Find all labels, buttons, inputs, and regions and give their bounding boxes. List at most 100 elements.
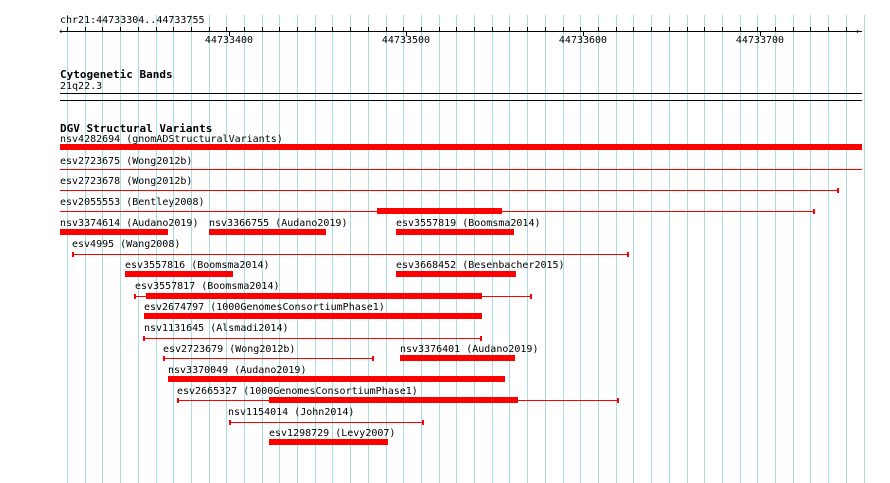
feature-end-cap (617, 398, 619, 403)
ruler-minor-tick (633, 27, 634, 31)
ruler-minor-tick (775, 27, 776, 31)
feature-label[interactable]: esv2723679 (Wong2012b) (163, 344, 296, 355)
feature-label[interactable]: nsv1131645 (Alsmadi2014) (144, 323, 289, 334)
feature-end-cap (143, 336, 145, 341)
track-title-cytoband[interactable]: Cytogenetic Bands (60, 68, 173, 81)
feature-label[interactable]: nsv3376401 (Audano2019) (400, 344, 539, 355)
feature-block[interactable] (144, 313, 482, 319)
feature-label[interactable]: esv2674797 (1000GenomesConsortiumPhase1) (144, 302, 385, 313)
ruler-minor-tick (85, 27, 86, 31)
feature-span[interactable] (73, 254, 628, 255)
grid-line (386, 15, 387, 483)
grid-line (793, 15, 794, 483)
ruler-minor-tick (580, 27, 581, 31)
feature-end-cap (177, 398, 179, 403)
grid-line (67, 15, 68, 483)
feature-block[interactable] (400, 355, 515, 361)
grid-line (297, 15, 298, 483)
feature-label[interactable]: nsv4282694 (gnomADStructuralVariants) (60, 134, 283, 145)
feature-label[interactable]: esv1298729 (Levy2007) (269, 428, 396, 439)
ruler-tick-label: 44733500 (381, 35, 431, 46)
feature-block[interactable] (377, 208, 502, 214)
feature-block[interactable] (168, 376, 505, 382)
grid-line (704, 15, 705, 483)
feature-block[interactable] (209, 229, 326, 235)
ruler-minor-tick (545, 27, 546, 31)
grid-line (262, 15, 263, 483)
feature-span[interactable] (144, 338, 481, 339)
feature-block[interactable] (125, 271, 233, 277)
grid-line (332, 15, 333, 483)
grid-line (580, 15, 581, 483)
grid-line (85, 15, 86, 483)
feature-end-cap (627, 252, 629, 257)
grid-line (669, 15, 670, 483)
grid-line (545, 15, 546, 483)
feature-label[interactable]: nsv3374614 (Audano2019) (60, 218, 199, 229)
arrow-right-icon[interactable]: › (855, 27, 861, 37)
ruler-minor-tick (209, 27, 210, 31)
feature-label[interactable]: esv2665327 (1000GenomesConsortiumPhase1) (177, 386, 418, 397)
grid-line (403, 15, 404, 483)
feature-label[interactable]: esv4995 (Wang2008) (72, 239, 181, 250)
ruler-minor-tick (332, 27, 333, 31)
grid-line (368, 15, 369, 483)
feature-label[interactable]: esv2723678 (Wong2012b) (60, 176, 193, 187)
feature-span[interactable] (164, 358, 373, 359)
ruler-minor-tick (315, 27, 316, 31)
grid-line (828, 15, 829, 483)
ruler-minor-tick (386, 27, 387, 31)
feature-label[interactable]: esv3557816 (Boomsma2014) (125, 260, 270, 271)
feature-label[interactable]: esv2723675 (Wong2012b) (60, 156, 193, 167)
grid-line (740, 15, 741, 483)
ruler-minor-tick (492, 27, 493, 31)
arrow-left-icon[interactable]: ‹ (58, 27, 64, 37)
feature-label[interactable]: nsv3370049 (Audano2019) (168, 365, 307, 376)
feature-label[interactable]: nsv1154014 (John2014) (228, 407, 355, 418)
ruler-minor-tick (793, 27, 794, 31)
grid-line (439, 15, 440, 483)
feature-end-cap (134, 294, 136, 299)
grid-line (775, 15, 776, 483)
feature-block[interactable] (269, 397, 518, 403)
feature-block[interactable] (146, 293, 482, 299)
feature-label[interactable]: esv3668452 (Besenbacher2015) (396, 260, 565, 271)
feature-end-cap (163, 356, 165, 361)
ruler-minor-tick (262, 27, 263, 31)
ruler-major-tick (406, 31, 407, 36)
feature-span[interactable] (230, 422, 423, 423)
grid-line (509, 15, 510, 483)
ruler-minor-tick (563, 27, 564, 31)
grid-line (527, 15, 528, 483)
feature-span[interactable] (60, 169, 862, 170)
ruler-minor-tick (509, 27, 510, 31)
feature-block[interactable] (396, 271, 516, 277)
grid-line (722, 15, 723, 483)
feature-span[interactable] (60, 190, 838, 191)
track-title-dgv[interactable]: DGV Structural Variants (60, 122, 213, 135)
grid-line (492, 15, 493, 483)
ruler-major-tick (583, 31, 584, 36)
ruler-minor-tick (598, 27, 599, 31)
feature-label[interactable]: esv3557819 (Boomsma2014) (396, 218, 541, 229)
ruler-minor-tick (439, 27, 440, 31)
ruler-location: chr21:44733304..44733755 (60, 15, 205, 26)
feature-block[interactable] (396, 229, 514, 235)
grid-line (810, 15, 811, 483)
ruler-minor-tick (156, 27, 157, 31)
grid-line (209, 15, 210, 483)
feature-block[interactable] (60, 229, 168, 235)
feature-label[interactable]: esv3557817 (Boomsma2014) (135, 281, 280, 292)
grid-line (279, 15, 280, 483)
cytoband-line-bottom (60, 100, 862, 101)
grid-line (757, 15, 758, 483)
ruler-minor-tick (67, 27, 68, 31)
feature-label[interactable]: nsv3366755 (Audano2019) (209, 218, 348, 229)
ruler-minor-tick (456, 27, 457, 31)
ruler-minor-tick (350, 27, 351, 31)
feature-block[interactable] (269, 439, 388, 445)
feature-block[interactable] (60, 144, 862, 150)
feature-label[interactable]: esv2055553 (Bentley2008) (60, 197, 205, 208)
grid-line (315, 15, 316, 483)
ruler-minor-tick (120, 27, 121, 31)
